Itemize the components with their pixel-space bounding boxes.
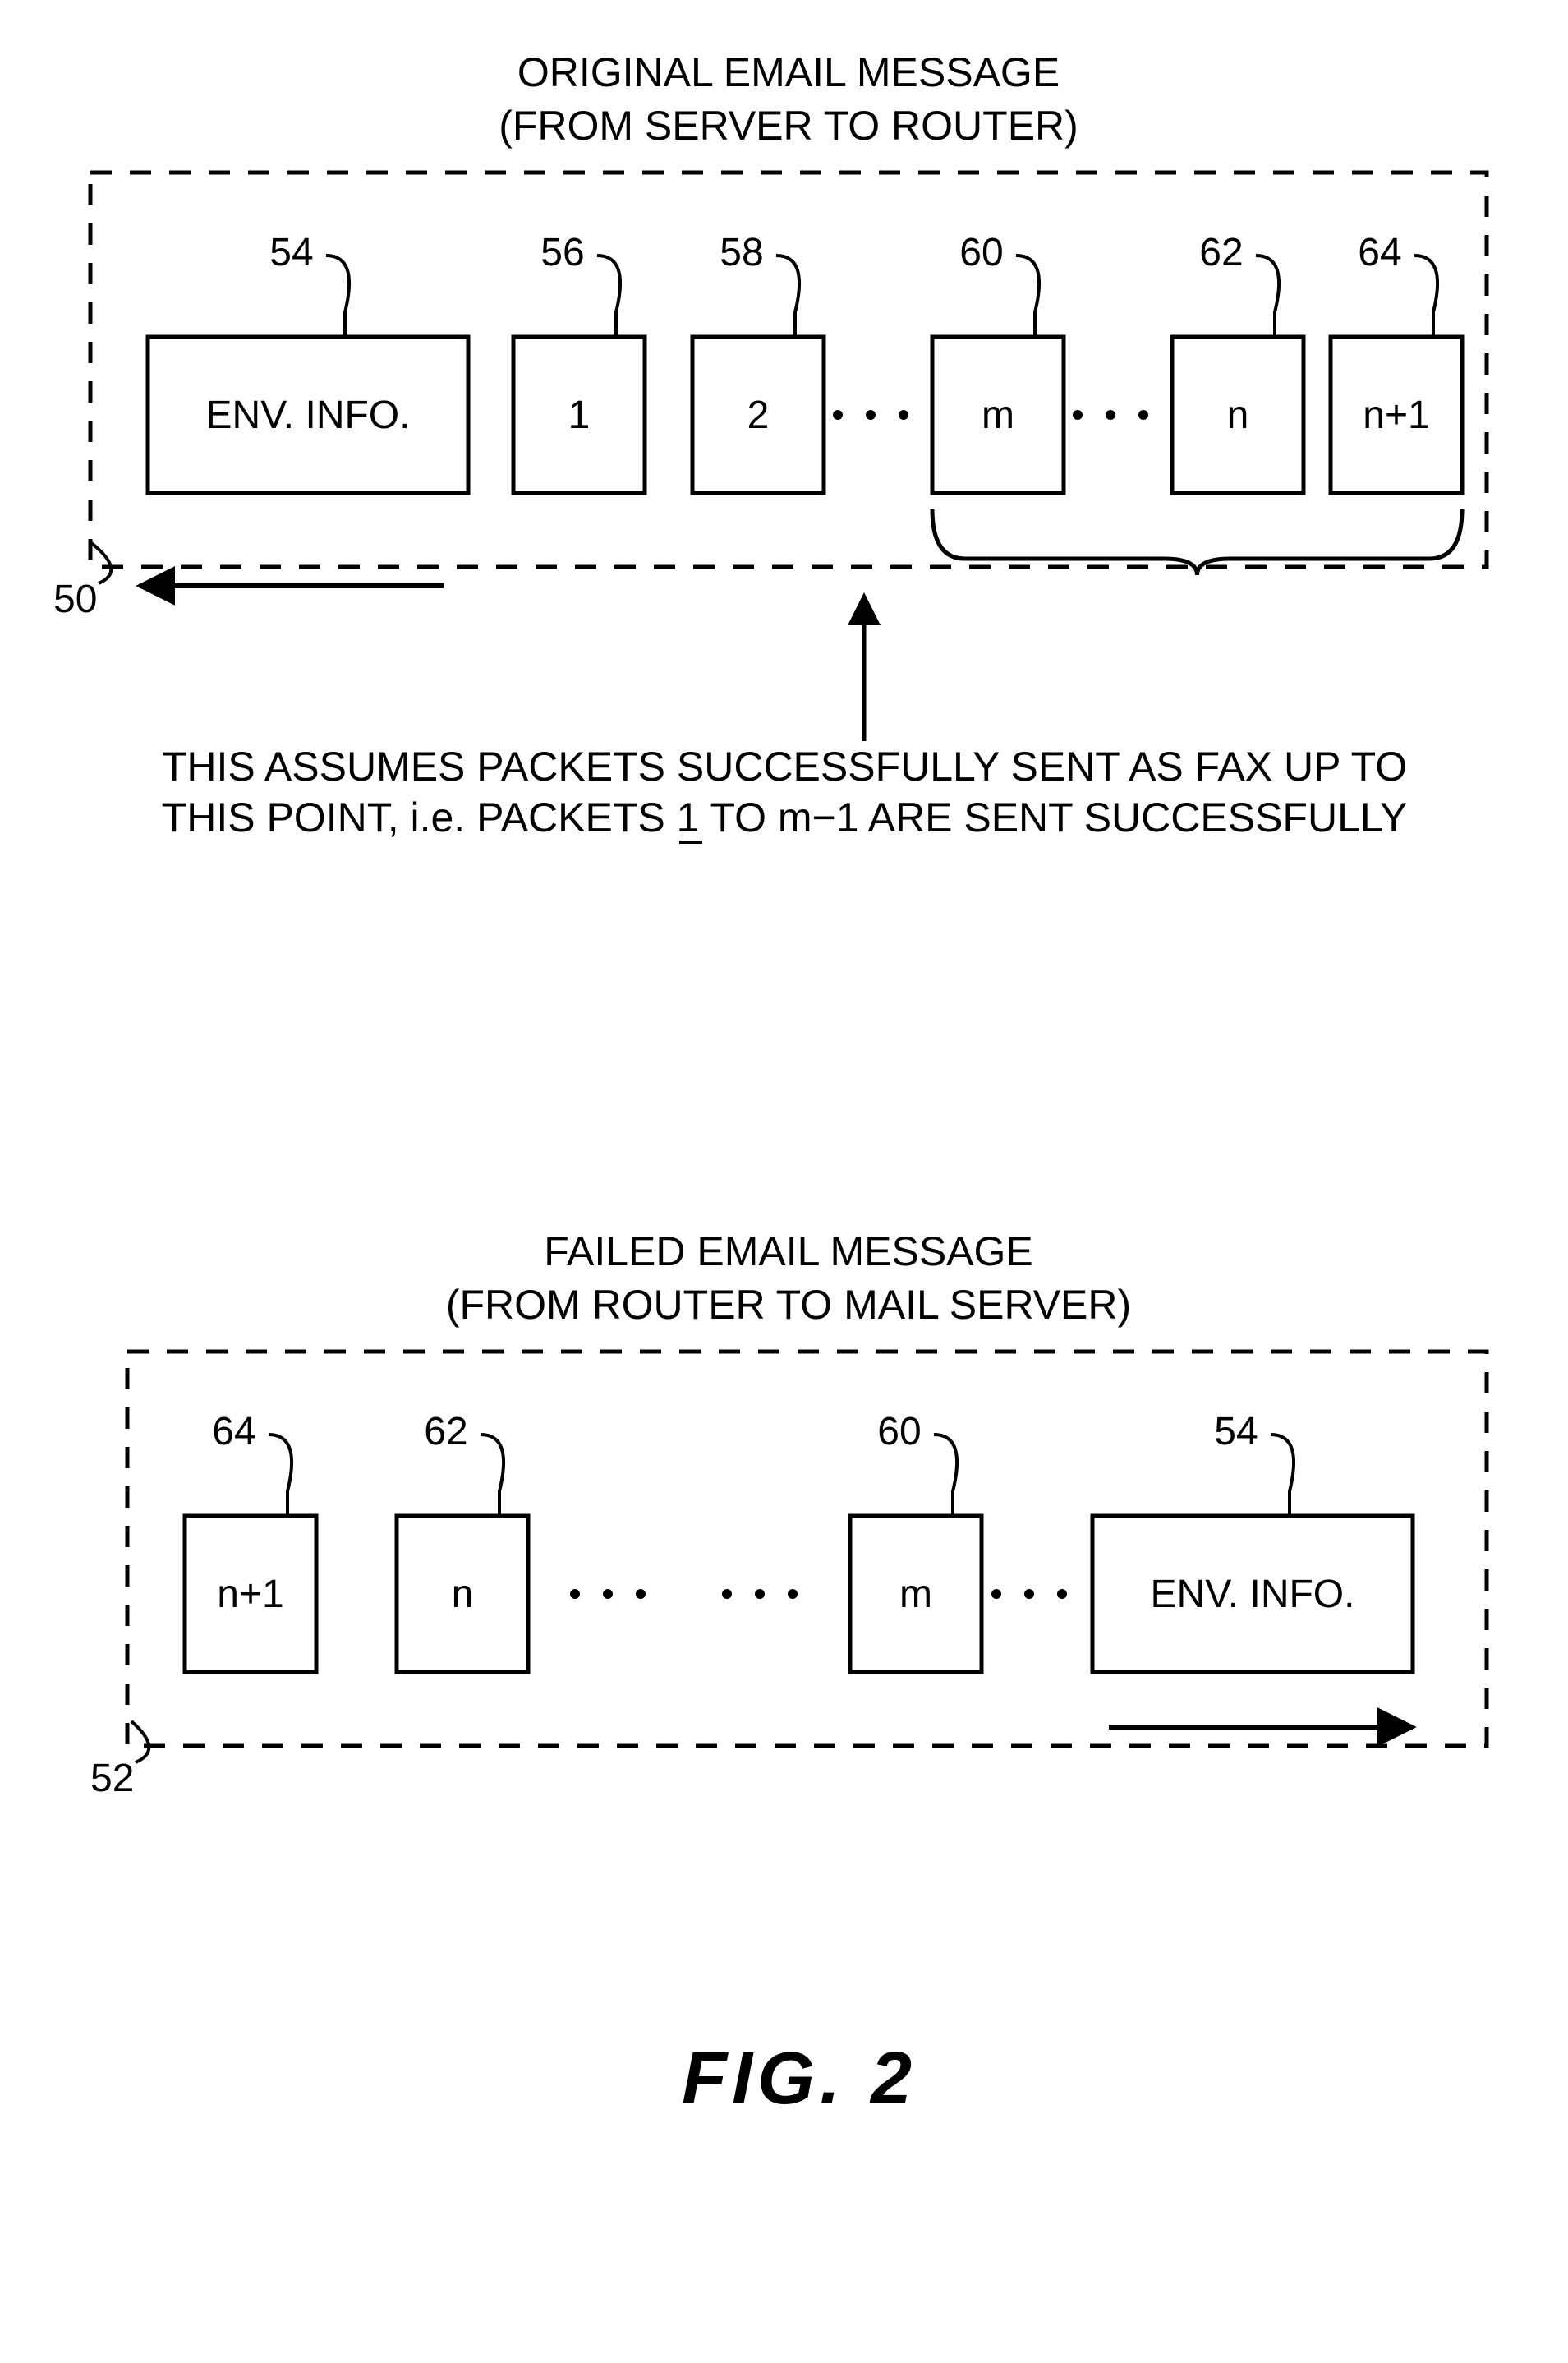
fail-env-label: ENV. INFO. [1151,1573,1355,1616]
orig-p1-ref: 56 [540,231,584,274]
figure-label: FIG. 2 [682,2038,917,2120]
figure-diagram: ORIGINAL EMAIL MESSAGE (FROM SERVER TO RO… [0,0,1568,2363]
orig-pn1-label: n+1 [1363,394,1429,437]
fail-pm-label: m [899,1573,932,1616]
orig-pm-label: m [982,394,1014,437]
failed-title-2: (FROM ROUTER TO MAIL SERVER) [446,1282,1131,1328]
orig-pn1-ref: 64 [1358,231,1401,274]
orig-container-ref: 50 [53,578,97,621]
orig-pn-label: n [1227,394,1249,437]
orig-env-ref: 54 [269,231,313,274]
orig-p1-label: 1 [568,394,591,437]
fail-pn-label: n [452,1573,474,1616]
fail-pm-ref: 60 [877,1410,921,1453]
fail-container-ref: 52 [90,1757,134,1800]
orig-p2-label: 2 [747,394,770,437]
fail-pn1-label: n+1 [217,1573,283,1616]
original-title-2: (FROM SERVER TO ROUTER) [499,103,1078,149]
fail-pn1-ref: 64 [212,1410,255,1453]
failed-title-1: FAILED EMAIL MESSAGE [544,1228,1033,1274]
original-title-1: ORIGINAL EMAIL MESSAGE [517,49,1060,95]
orig-p2-ref: 58 [720,231,763,274]
orig-pm-ref: 60 [959,231,1003,274]
orig-env-label: ENV. INFO. [206,394,411,437]
caption-line1: THIS ASSUMES PACKETS SUCCESSFULLY SENT A… [162,744,1407,790]
caption-line2: THIS POINT, i.e. PACKETS 1 TO m−1 ARE SE… [162,795,1408,841]
orig-pn-ref: 62 [1199,231,1243,274]
fail-env-ref: 54 [1214,1410,1258,1453]
fail-pn-ref: 62 [424,1410,467,1453]
